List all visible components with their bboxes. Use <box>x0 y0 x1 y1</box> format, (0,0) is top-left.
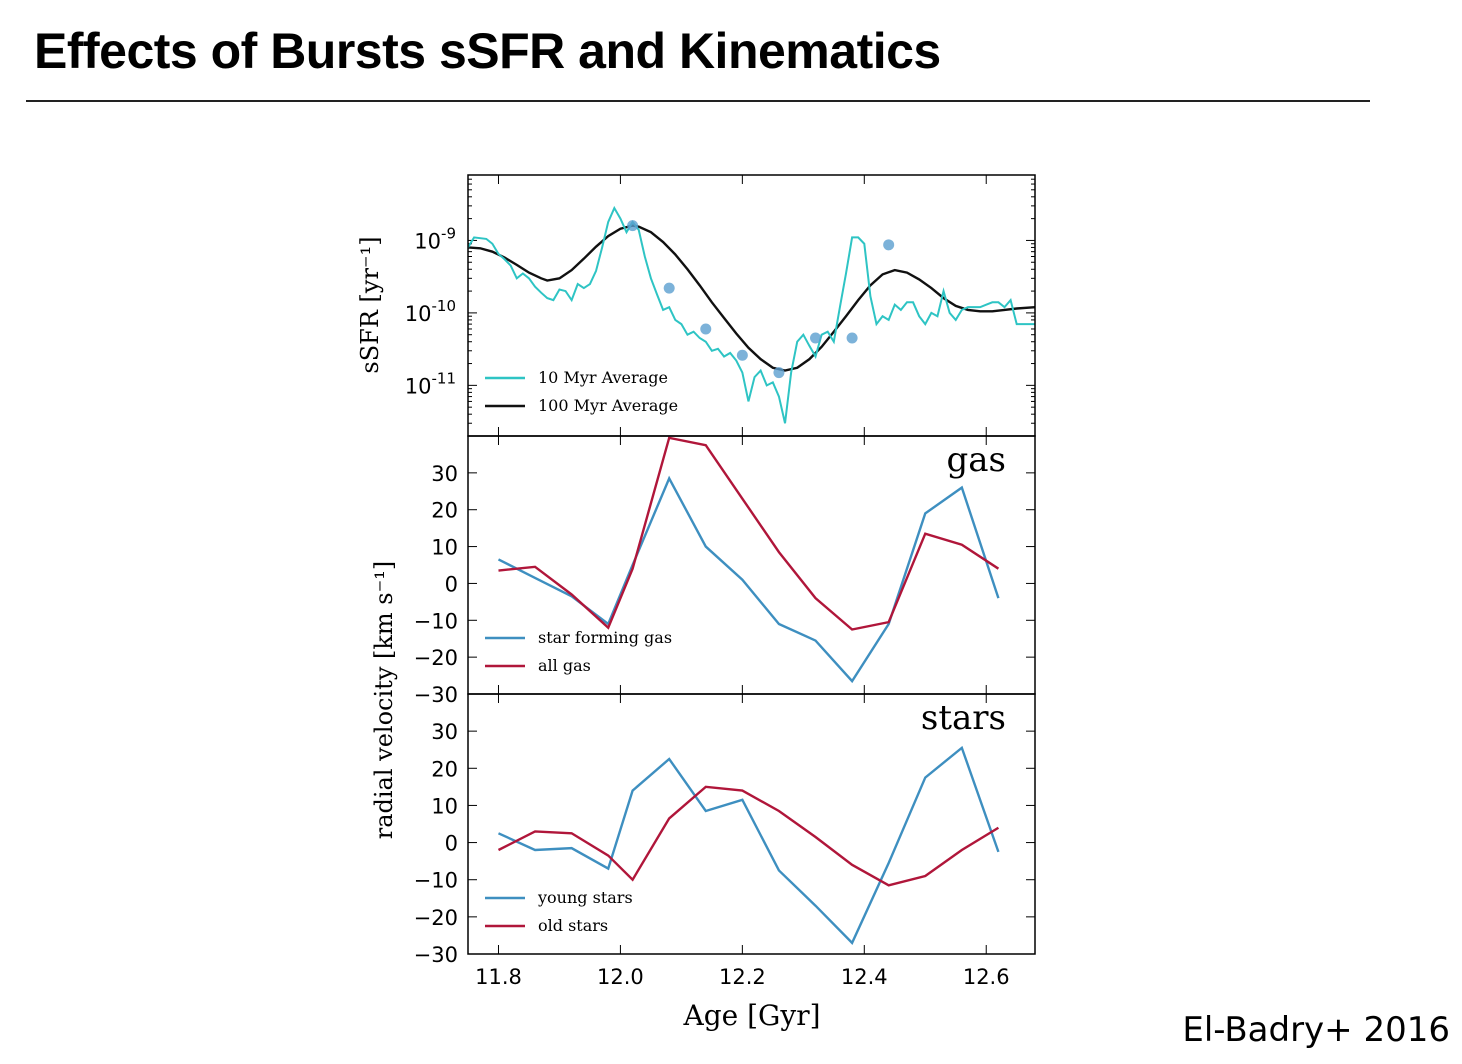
ssfr-tick-label: 10-10 <box>405 297 456 326</box>
stars-y-tick-label: 30 <box>431 720 458 744</box>
stars-y-tick-label: 0 <box>445 832 458 856</box>
stars-x-tick-label: 12.4 <box>841 965 888 989</box>
stars-x-tick-label: 12.0 <box>597 965 644 989</box>
gas-y-tick-label: 0 <box>445 572 458 596</box>
ssfr-sample-marker <box>810 332 822 344</box>
ssfr-plot-area <box>468 205 1035 424</box>
ssfr-sample-marker <box>773 367 785 379</box>
title-divider <box>26 100 1370 102</box>
ssfr-legend-label: 10 Myr Average <box>538 368 668 387</box>
ssfr-sample-marker <box>663 282 675 294</box>
gas-y-tick-label: −30 <box>414 683 458 707</box>
gas-legend-label: star forming gas <box>538 628 672 647</box>
gas-plot-area <box>497 436 1000 684</box>
stars-legend-label: young stars <box>537 888 633 907</box>
gas-series-line-red <box>498 436 1000 631</box>
ssfr-legend-label: 100 Myr Average <box>538 396 678 415</box>
stars-panel-annotation: stars <box>921 698 1006 738</box>
ssfr-sample-marker <box>883 239 895 251</box>
gas-y-tick-label: −20 <box>414 646 458 670</box>
stars-x-tick-label: 12.6 <box>963 965 1010 989</box>
stars-series-line-red <box>497 785 1000 887</box>
radial-velocity-axis-label: radial velocity [km s⁻¹] <box>370 561 398 840</box>
slide-title: Effects of Bursts sSFR and Kinematics <box>34 23 941 79</box>
ssfr-axis-label: sSFR [yr⁻¹] <box>356 236 384 373</box>
stars-x-tick-label: 12.2 <box>719 965 766 989</box>
ssfr-tick-label: 10-9 <box>414 224 456 253</box>
stars-y-tick-label: 10 <box>431 794 458 818</box>
ssfr-tick-label: 10-11 <box>405 369 456 398</box>
stars-series-line-blue <box>497 745 1000 945</box>
stars-panel-frame <box>467 693 1036 955</box>
stars-legend-label: old stars <box>538 916 608 935</box>
ssfr-sample-marker <box>736 349 748 361</box>
ssfr-sample-marker <box>627 220 639 232</box>
stars-y-tick-label: −20 <box>414 906 458 930</box>
gas-legend-label: all gas <box>538 656 591 675</box>
ssfr-100myr-line <box>468 224 1035 372</box>
stars-y-tick-label: 20 <box>431 757 458 781</box>
stars-y-tick-label: −30 <box>414 943 458 967</box>
stars-plot-area <box>497 745 1000 945</box>
gas-panel-annotation: gas <box>947 440 1006 480</box>
stars-y-tick-label: −10 <box>414 869 458 893</box>
gas-y-tick-label: −10 <box>414 609 458 633</box>
gas-y-tick-label: 30 <box>431 462 458 486</box>
age-axis-label: Age [Gyr] <box>682 999 820 1032</box>
gas-y-tick-label: 20 <box>431 499 458 523</box>
ssfr-sample-marker <box>700 323 712 335</box>
ssfr-10myr-line <box>468 205 1035 424</box>
stars-x-tick-label: 11.8 <box>475 965 522 989</box>
ssfr-sample-marker <box>846 332 858 344</box>
citation: El-Badry+ 2016 <box>1182 1010 1450 1050</box>
gas-y-tick-label: 10 <box>431 536 458 560</box>
